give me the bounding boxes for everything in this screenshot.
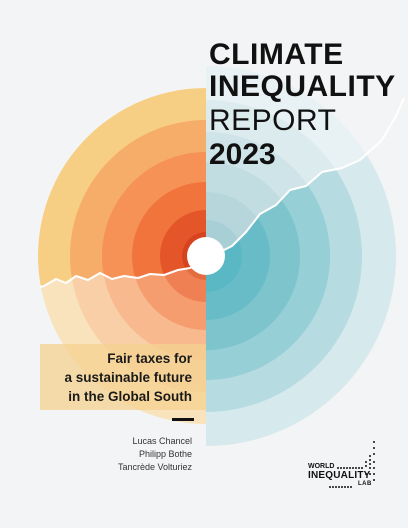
- author-2: Philipp Bothe: [138, 449, 192, 459]
- dots-graph-icon: [329, 441, 375, 488]
- subtitle-line-1: Fair taxes for: [107, 351, 192, 366]
- authors-list: Lucas Chancel Philipp Bothe Tancrède Vol…: [60, 435, 192, 474]
- cool-rings: [206, 66, 396, 446]
- title-line-1: CLIMATE: [209, 38, 344, 71]
- warm-rings: [38, 88, 206, 424]
- title-year: 2023: [209, 138, 276, 171]
- title-line-3: REPORT: [209, 104, 337, 137]
- subtitle-highlight: [40, 344, 206, 410]
- divider-rule: [172, 418, 194, 421]
- author-3: Tancrède Volturiez: [117, 462, 192, 472]
- report-title: CLIMATE INEQUALITY REPORT 2023: [209, 40, 399, 170]
- lab-name-line-3: LAB: [358, 481, 372, 487]
- lab-name-line-2: INEQUALITY: [308, 470, 371, 481]
- title-line-2: INEQUALITY: [209, 70, 396, 103]
- center-hole: [187, 237, 225, 275]
- subtitle-line-2: a sustainable future: [64, 370, 192, 385]
- subtitle-line-3: in the Global South: [68, 389, 192, 404]
- lab-name-line-1: WORLD: [308, 463, 335, 470]
- world-inequality-lab-logo: WORLD INEQUALITY LAB: [308, 440, 388, 496]
- author-1: Lucas Chancel: [132, 436, 192, 446]
- report-subtitle: Fair taxes for a sustainable future in t…: [40, 349, 192, 406]
